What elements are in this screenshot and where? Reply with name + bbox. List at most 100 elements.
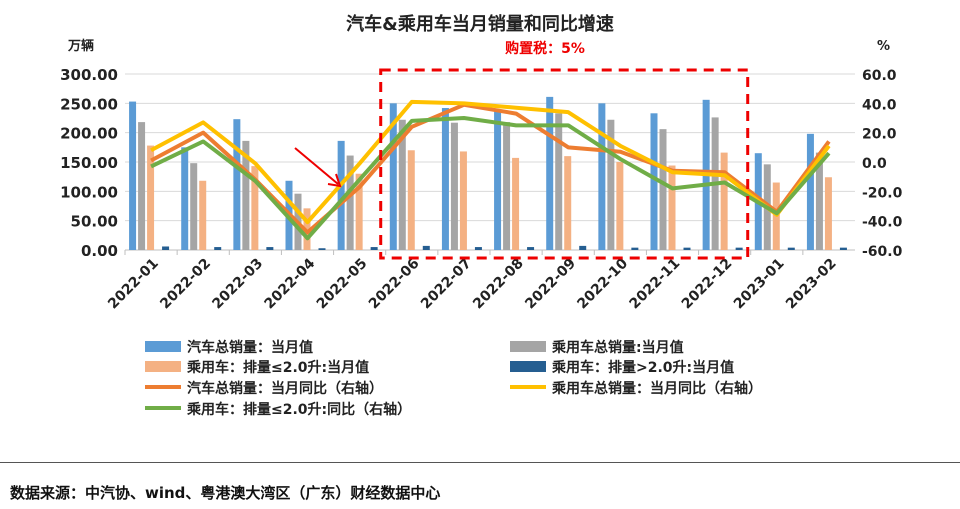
bar-2 xyxy=(555,113,563,250)
bar-4 xyxy=(214,247,222,250)
y-tick-right: 60.0 xyxy=(862,68,897,84)
legend-swatch xyxy=(145,361,181,372)
y-tick-left: 150.00 xyxy=(60,154,118,172)
bar-2 xyxy=(607,119,615,250)
x-tick-label: 2023-02 xyxy=(783,256,840,313)
bar-4 xyxy=(162,246,170,250)
legend-swatch xyxy=(510,361,546,372)
y-tick-left: 100.00 xyxy=(60,183,118,201)
bar-1 xyxy=(233,119,241,250)
bar-4 xyxy=(527,247,535,250)
y-tick-left: 300.00 xyxy=(60,66,118,84)
legend-label: 乘用车总销量:当月值 xyxy=(551,339,684,356)
x-tick-label: 2022-11 xyxy=(627,256,684,313)
bar-4 xyxy=(422,245,430,250)
bar-1 xyxy=(441,108,449,250)
bar-4 xyxy=(579,245,587,250)
y-tick-right: 40.0 xyxy=(862,97,897,113)
bar-4 xyxy=(631,247,639,250)
bar-4 xyxy=(683,247,691,250)
bar-4 xyxy=(266,247,274,250)
bar-2 xyxy=(138,122,146,250)
bar-4 xyxy=(839,247,847,250)
x-tick-label: 2022-07 xyxy=(418,256,475,313)
x-tick-label: 2022-04 xyxy=(262,255,319,312)
bar-3 xyxy=(824,177,832,250)
legend-label: 乘用车：排量>2.0升:当月值 xyxy=(551,359,734,376)
source-note: 数据来源：中汽协、wind、粤港澳大湾区（广东）财经数据中心 xyxy=(10,484,441,502)
legend-label: 乘用车：排量≤2.0升:同比（右轴） xyxy=(186,401,411,418)
x-tick-label: 2023-01 xyxy=(731,256,788,313)
legend-label: 汽车总销量：当月同比（右轴） xyxy=(187,380,383,397)
annotation-label: 购置税：5% xyxy=(505,40,585,57)
bar-1 xyxy=(806,133,814,250)
bar-3 xyxy=(147,145,155,250)
bar-3 xyxy=(407,150,415,250)
left-axis-unit: 万辆 xyxy=(67,38,94,54)
chart-title: 汽车&乘用车当月销量和同比增速 xyxy=(346,13,614,35)
y-tick-left: 250.00 xyxy=(60,95,118,113)
bar-1 xyxy=(129,101,137,250)
bar-1 xyxy=(389,103,397,250)
bar-2 xyxy=(659,129,667,250)
x-tick-label: 2022-06 xyxy=(366,256,423,313)
bar-4 xyxy=(735,247,743,250)
legend-swatch xyxy=(510,341,546,352)
bar-3 xyxy=(199,180,207,250)
line-series-2 xyxy=(150,99,831,225)
legend-label: 乘用车总销量：当月同比（右轴） xyxy=(551,380,762,397)
bar-4 xyxy=(474,247,482,250)
arrow-icon xyxy=(294,147,339,185)
bar-2 xyxy=(450,122,458,250)
x-tick-label: 2022-03 xyxy=(209,256,266,313)
legend-label: 乘用车：排量≤2.0升:当月值 xyxy=(186,359,369,376)
bar-3 xyxy=(720,152,728,250)
bar-1 xyxy=(494,109,502,250)
bar-2 xyxy=(815,152,823,250)
bar-4 xyxy=(370,247,378,250)
highlight-box xyxy=(379,68,750,260)
bar-3 xyxy=(616,162,624,250)
y-tick-right: -40.0 xyxy=(862,215,903,231)
y-tick-left: 200.00 xyxy=(60,125,118,143)
bar-1 xyxy=(337,140,345,250)
bar-2 xyxy=(346,155,354,250)
legend-swatch xyxy=(145,341,181,352)
bar-2 xyxy=(398,119,406,250)
y-tick-right: 20.0 xyxy=(862,127,897,143)
y-tick-left: 0.00 xyxy=(81,242,118,260)
bar-3 xyxy=(251,166,259,250)
bar-3 xyxy=(459,151,467,250)
bar-3 xyxy=(668,165,676,250)
line-series-3 xyxy=(150,116,831,241)
bar-1 xyxy=(546,96,554,250)
right-axis-unit: % xyxy=(877,39,890,54)
bar-4 xyxy=(318,248,326,250)
bar-1 xyxy=(181,147,189,250)
bar-3 xyxy=(355,173,363,250)
legend-label: 汽车总销量：当月值 xyxy=(187,339,313,356)
bar-4 xyxy=(787,247,795,250)
x-tick-label: 2022-12 xyxy=(679,256,736,313)
x-tick-label: 2022-09 xyxy=(522,256,579,313)
y-tick-left: 50.00 xyxy=(71,213,118,231)
divider xyxy=(0,462,960,463)
y-tick-right: -60.0 xyxy=(862,244,903,260)
x-tick-label: 2022-05 xyxy=(314,256,371,313)
x-tick-label: 2022-08 xyxy=(470,256,527,313)
bar-3 xyxy=(512,157,520,250)
bar-2 xyxy=(503,122,511,250)
x-tick-label: 2022-01 xyxy=(105,256,162,313)
bar-2 xyxy=(242,140,250,250)
x-tick-label: 2022-02 xyxy=(157,256,214,313)
bar-1 xyxy=(598,103,606,250)
arrow-head-icon xyxy=(327,173,342,188)
y-tick-right: 0.0 xyxy=(862,156,887,172)
x-tick-label: 2022-10 xyxy=(574,255,631,312)
y-tick-right: -20.0 xyxy=(862,185,903,201)
bar-2 xyxy=(190,163,198,250)
bar-1 xyxy=(650,113,658,250)
bar-3 xyxy=(564,156,572,250)
